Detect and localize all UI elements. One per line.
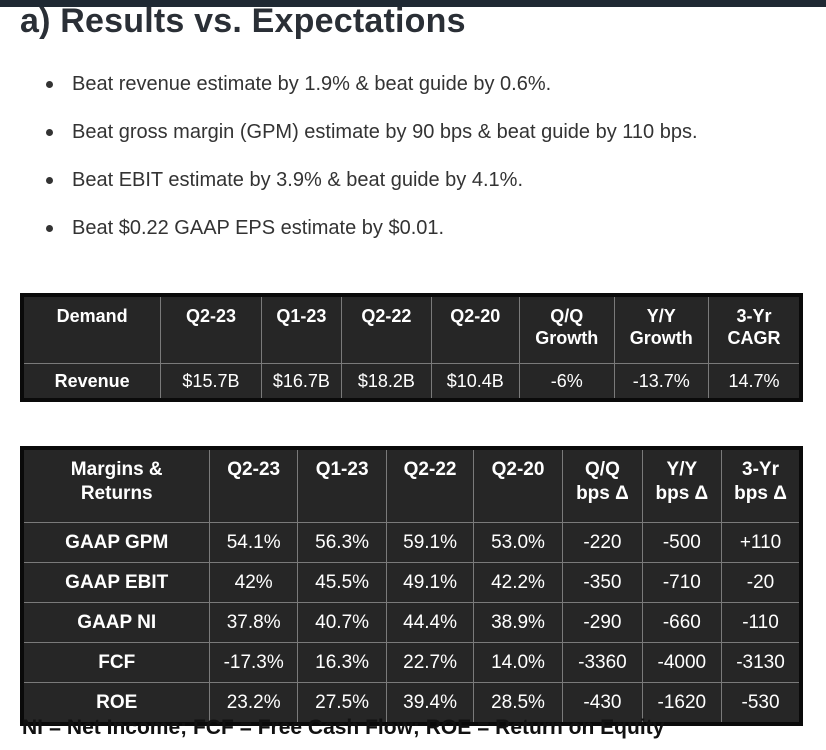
table-cell: -20 [721, 562, 802, 603]
table-cell: -1620 [641, 682, 723, 725]
table-row: GAAP GPM 54.1% 56.3% 59.1% 53.0% -220 -5… [21, 522, 802, 563]
bullet-item: Beat gross margin (GPM) estimate by 90 b… [40, 110, 698, 158]
bullet-item: Beat EBIT estimate by 3.9% & beat guide … [40, 158, 698, 206]
table-cell: 59.1% [386, 522, 474, 563]
table-cell: 27.5% [296, 682, 388, 725]
table-cell: 22.7% [386, 642, 474, 683]
section-heading: a) Results vs. Expectations [20, 2, 466, 40]
table-cell: 45.5% [296, 562, 388, 603]
row-label: ROE [21, 682, 211, 725]
table-cell: -500 [641, 522, 723, 563]
table-cell: 38.9% [472, 602, 564, 643]
table-cell: -13.7% [613, 363, 710, 401]
table-cell: -220 [562, 522, 643, 563]
table-cell: 37.8% [209, 602, 298, 643]
table-row: GAAP EBIT 42% 45.5% 49.1% 42.2% -350 -71… [21, 562, 802, 603]
table-cell: 56.3% [296, 522, 388, 563]
header-cell: 3-Yr bps Δ [721, 447, 802, 523]
table-cell: $15.7B [160, 363, 262, 401]
bullet-text: Beat revenue estimate by 1.9% & beat gui… [72, 73, 552, 95]
bullet-text: Beat gross margin (GPM) estimate by 90 b… [72, 121, 698, 143]
header-cell: Q1-23 [296, 447, 388, 523]
table-cell: 23.2% [209, 682, 298, 725]
header-cell: 3-Yr CAGR [708, 294, 802, 364]
table-cell: 54.1% [209, 522, 298, 563]
bullet-item: Beat $0.22 GAAP EPS estimate by $0.01. [40, 206, 698, 254]
table-cell: -3360 [562, 642, 643, 683]
table-cell: -430 [562, 682, 643, 725]
header-cell: Q2-22 [341, 294, 432, 364]
table-cell: 44.4% [386, 602, 474, 643]
table-cell: -17.3% [209, 642, 298, 683]
table-cell: -290 [562, 602, 643, 643]
header-cell: Q1-23 [260, 294, 343, 364]
table-cell: 53.0% [472, 522, 564, 563]
header-cell: Q2-23 [160, 294, 262, 364]
table-header-row: Demand Q2-23 Q1-23 Q2-22 Q2-20 Q/Q Growth… [21, 294, 802, 364]
header-cell: Margins & Returns [21, 447, 211, 523]
table-cell: -110 [721, 602, 802, 643]
table-cell: 28.5% [472, 682, 564, 725]
header-cell: Demand [21, 294, 162, 364]
row-label: Revenue [21, 363, 162, 401]
footnote: NI = Net Income; FCF = Free Cash Flow; R… [22, 716, 665, 739]
table-cell: -530 [721, 682, 802, 725]
table-row: ROE 23.2% 27.5% 39.4% 28.5% -430 -1620 -… [21, 682, 802, 725]
bullet-dot-icon [46, 81, 53, 88]
bullet-text: Beat EBIT estimate by 3.9% & beat guide … [72, 169, 524, 191]
table-cell: -660 [641, 602, 723, 643]
header-cell: Q2-20 [430, 294, 521, 364]
table-cell: 49.1% [386, 562, 474, 603]
bullet-item: Beat revenue estimate by 1.9% & beat gui… [40, 62, 698, 110]
row-label: FCF [21, 642, 211, 683]
table-cell: $16.7B [260, 363, 343, 401]
table-cell: 39.4% [386, 682, 474, 725]
table-cell: 42.2% [472, 562, 564, 603]
margins-returns-table: Margins & Returns Q2-23 Q1-23 Q2-22 Q2-20… [20, 446, 803, 726]
table-cell: 42% [209, 562, 298, 603]
table-cell: -350 [562, 562, 643, 603]
table-cell: -3130 [721, 642, 802, 683]
table-cell: -710 [641, 562, 723, 603]
row-label: GAAP EBIT [21, 562, 211, 603]
header-cell: Q2-23 [209, 447, 298, 523]
bullet-text: Beat $0.22 GAAP EPS estimate by $0.01. [72, 217, 445, 239]
header-cell: Y/Y Growth [613, 294, 710, 364]
table-cell: +110 [721, 522, 802, 563]
header-cell: Q2-20 [472, 447, 564, 523]
table-cell: 14.0% [472, 642, 564, 683]
bullet-list: Beat revenue estimate by 1.9% & beat gui… [40, 62, 698, 254]
header-cell: Q2-22 [386, 447, 474, 523]
top-bar [0, 0, 826, 7]
table-row: GAAP NI 37.8% 40.7% 44.4% 38.9% -290 -66… [21, 602, 802, 643]
row-label: GAAP NI [21, 602, 211, 643]
header-cell: Q/Q Growth [519, 294, 615, 364]
table-cell: $18.2B [341, 363, 432, 401]
table-cell: 40.7% [296, 602, 388, 643]
bullet-dot-icon [46, 129, 53, 136]
bullet-dot-icon [46, 225, 53, 232]
table-cell: -4000 [641, 642, 723, 683]
table-row: Revenue $15.7B $16.7B $18.2B $10.4B -6% … [21, 363, 802, 401]
table-cell: 14.7% [708, 363, 802, 401]
table-header-row: Margins & Returns Q2-23 Q1-23 Q2-22 Q2-20… [21, 447, 802, 523]
table-cell: $10.4B [430, 363, 521, 401]
header-cell: Y/Y bps Δ [641, 447, 723, 523]
bullet-dot-icon [46, 177, 53, 184]
table-row: FCF -17.3% 16.3% 22.7% 14.0% -3360 -4000… [21, 642, 802, 683]
row-label: GAAP GPM [21, 522, 211, 563]
table-cell: 16.3% [296, 642, 388, 683]
table-cell: -6% [519, 363, 615, 401]
demand-table: Demand Q2-23 Q1-23 Q2-22 Q2-20 Q/Q Growth… [20, 293, 803, 402]
header-cell: Q/Q bps Δ [562, 447, 643, 523]
